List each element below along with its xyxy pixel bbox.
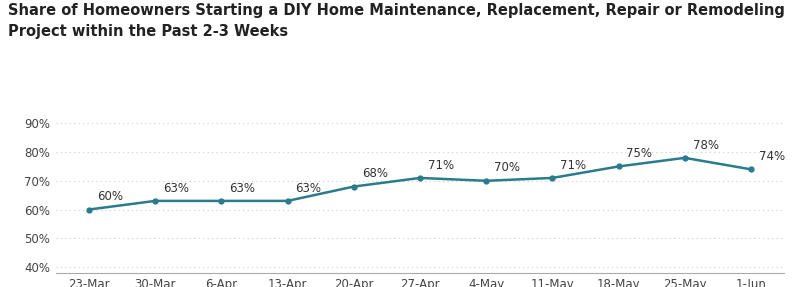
Text: 70%: 70% xyxy=(494,162,520,174)
Text: 74%: 74% xyxy=(759,150,785,163)
Text: Share of Homeowners Starting a DIY Home Maintenance, Replacement, Repair or Remo: Share of Homeowners Starting a DIY Home … xyxy=(8,3,785,39)
Text: 75%: 75% xyxy=(626,147,653,160)
Text: 63%: 63% xyxy=(230,182,255,195)
Text: 60%: 60% xyxy=(97,190,123,203)
Text: 68%: 68% xyxy=(362,167,388,180)
Text: 71%: 71% xyxy=(560,159,586,172)
Text: 63%: 63% xyxy=(163,182,190,195)
Text: 71%: 71% xyxy=(428,159,454,172)
Text: 63%: 63% xyxy=(295,182,322,195)
Text: 78%: 78% xyxy=(693,139,718,152)
